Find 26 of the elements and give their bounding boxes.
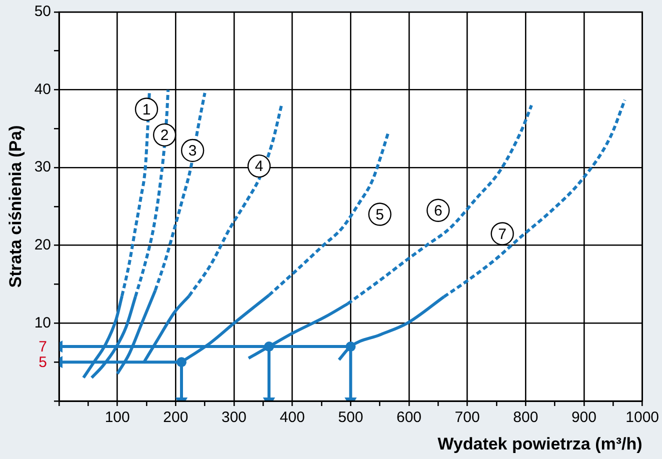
y-tick-label: 20 (34, 236, 51, 254)
x-tick-label: 100 (104, 409, 130, 426)
annotation: 7 (498, 226, 506, 243)
x-tick-label: 600 (396, 409, 422, 426)
annotation: 7 (38, 338, 47, 356)
annotation: 5 (376, 206, 384, 224)
x-axis-title: Wydatek powietrza (m³/h) (438, 434, 642, 454)
annotation: 3 (188, 142, 197, 160)
x-tick-label: 400 (280, 409, 305, 426)
y-tick-label: 40 (34, 80, 51, 98)
x-tick-label: 500 (338, 409, 364, 426)
y-tick-label: 50 (34, 3, 51, 20)
annotation: 2 (160, 127, 169, 144)
annotation: 6 (434, 202, 442, 220)
annotation: 1 (142, 101, 151, 118)
x-tick-label: 1000 (626, 409, 660, 426)
y-tick-label: 30 (34, 158, 51, 176)
x-tick-label: 800 (513, 409, 538, 426)
annotation: 5 (38, 354, 47, 372)
x-tick-label: 300 (221, 409, 247, 426)
x-tick-label: 200 (163, 409, 188, 426)
x-tick-label: 700 (454, 409, 480, 426)
x-tick-label: 900 (571, 409, 596, 426)
y-axis-title: Strata ciśnienia (Pa) (6, 125, 25, 288)
annotation: 4 (254, 158, 264, 176)
y-tick-label: 10 (34, 314, 51, 332)
